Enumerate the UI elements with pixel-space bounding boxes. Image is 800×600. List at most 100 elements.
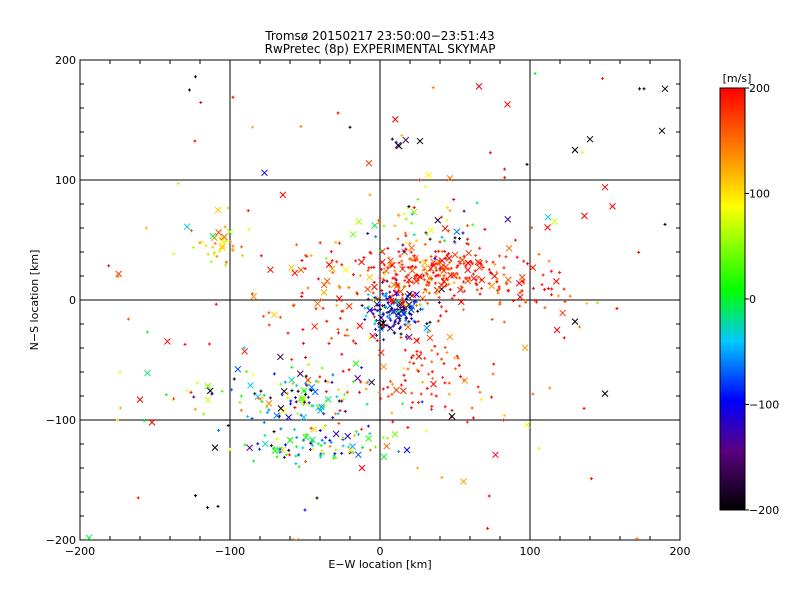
data-point-x [416,137,424,145]
y-tick-label: 0 [69,294,76,307]
data-point [635,537,639,540]
chart-title: Tromsø 20150217 23:50:00−23:51:43 [264,29,494,43]
data-point [314,307,318,311]
y-tick-label: −100 [46,414,76,427]
data-point-x [387,297,395,305]
data-point [226,424,230,428]
data-point [546,286,550,290]
data-point-x [403,446,411,454]
data-point [334,456,338,460]
data-point [347,368,351,372]
data-point [433,344,437,348]
data-point [404,241,408,245]
data-point [307,401,311,405]
data-point-x [410,208,418,216]
data-point [401,243,405,247]
data-point [330,336,334,340]
data-point-x [226,228,233,236]
data-point [302,438,306,442]
data-point [316,380,320,384]
data-point [518,291,522,295]
data-point [404,335,408,339]
data-point [289,399,293,403]
data-point [371,291,375,295]
data-point-x [391,431,399,438]
data-point-x [421,264,428,272]
data-point [533,72,537,76]
data-point [316,277,320,281]
data-point-x [434,216,442,224]
data-point [438,314,442,318]
data-point [397,250,401,254]
data-point-x [335,295,343,302]
data-point-x [291,269,299,277]
data-point-x [571,318,579,325]
data-point-x [209,232,217,240]
data-point [238,400,242,404]
data-point [338,316,342,320]
data-point-x [504,216,512,223]
data-point [409,250,413,254]
data-point [404,302,408,306]
data-point [396,307,400,311]
data-point [388,295,392,299]
data-point [502,266,506,270]
data-point [381,435,385,439]
data-point [224,263,228,267]
data-point-x [515,279,523,287]
data-point [377,221,381,225]
data-point-x [427,226,435,234]
data-point [601,77,605,81]
data-point [386,394,390,398]
data-point [290,365,294,369]
data-point [389,318,393,322]
data-point-x [402,136,410,144]
data-point [410,391,414,395]
data-point [268,396,272,400]
data-point [356,432,360,436]
data-point [451,271,455,275]
data-point [364,314,368,318]
data-point [386,385,390,389]
data-point-x [377,349,385,356]
data-point [202,412,206,416]
data-point [265,411,269,415]
colorbar-tick-label: −100 [749,399,779,412]
data-point [496,288,500,292]
data-point [393,289,397,293]
data-point [401,300,405,304]
data-point [436,261,440,265]
data-point [424,289,428,293]
data-point [412,233,416,237]
data-point [515,255,519,259]
data-point [295,384,299,388]
data-point [355,292,359,296]
data-point [434,274,438,278]
data-point [428,329,432,333]
data-point [495,277,499,281]
data-point [297,465,301,469]
data-point [396,312,400,316]
data-point [453,367,457,371]
data-point [416,197,420,201]
data-point [261,314,265,318]
data-point [335,260,339,264]
data-point-x [371,283,378,291]
data-point [403,378,407,382]
data-point-x [211,444,219,451]
data-point [253,392,257,396]
data-point [301,446,305,450]
data-point [427,281,431,285]
data-point [507,289,511,293]
data-point [465,224,469,228]
data-point [390,306,394,310]
data-point [446,229,450,233]
data-point [309,254,313,258]
data-point-x [464,277,472,285]
data-point [209,260,213,264]
data-point-x [601,183,609,191]
data-point [419,307,423,311]
data-point [520,289,524,293]
data-point [452,281,456,285]
data-point-x [423,324,431,332]
